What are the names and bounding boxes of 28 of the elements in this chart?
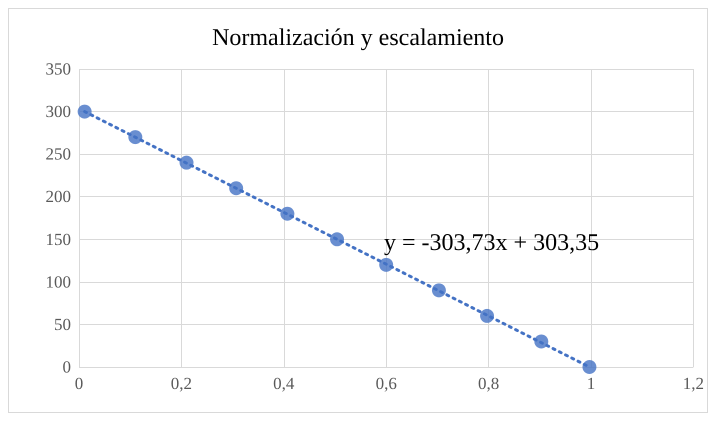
point xyxy=(229,181,244,196)
x-tick-label: 1 xyxy=(586,374,596,393)
x-tick-label: 1,2 xyxy=(682,374,704,393)
x-tick-label: 0,6 xyxy=(376,374,397,393)
chart-title: Normalización y escalamiento xyxy=(212,25,504,51)
point xyxy=(379,258,394,272)
x-tick-label: 0 xyxy=(74,374,84,393)
y-tick-label: 50 xyxy=(54,314,71,334)
y-tick-label: 200 xyxy=(46,187,71,206)
point xyxy=(78,104,92,119)
y-tick-label: 100 xyxy=(46,272,71,292)
point xyxy=(128,130,142,144)
y-tick-label: 0 xyxy=(62,358,71,376)
annotation: y = -303,73x + 303,35 xyxy=(384,230,600,256)
point xyxy=(534,334,548,348)
y-tick-label: 300 xyxy=(46,102,71,122)
y-tick-label: 150 xyxy=(46,230,71,249)
y-tick-label: 350 xyxy=(46,60,71,78)
y-tick-label: 250 xyxy=(46,144,71,164)
point xyxy=(330,232,344,246)
x-tick-label: 0,8 xyxy=(478,374,500,393)
point xyxy=(582,360,596,374)
point xyxy=(280,206,294,221)
x-tick-label: 0,2 xyxy=(170,374,192,393)
point xyxy=(432,283,446,298)
point xyxy=(180,156,194,170)
x-tick-label: 0,4 xyxy=(273,374,295,393)
point xyxy=(480,308,494,323)
